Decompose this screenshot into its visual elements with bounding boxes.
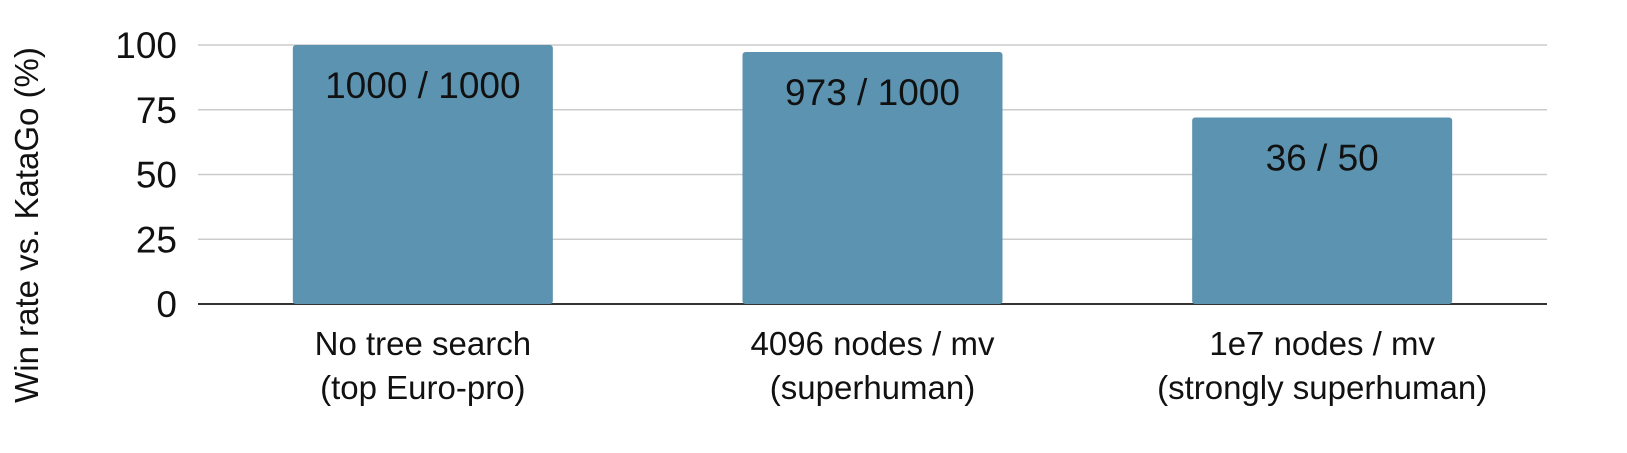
x-tick-label: (top Euro-pro) <box>320 369 525 406</box>
y-tick-label: 75 <box>136 90 177 131</box>
bar-data-label: 1000 / 1000 <box>325 65 520 106</box>
bar <box>742 51 1003 305</box>
x-tick-label: 1e7 nodes / mv <box>1209 325 1435 362</box>
y-axis-label: Win rate vs. KataGo (%) <box>8 47 45 403</box>
bar-data-label: 36 / 50 <box>1266 138 1379 179</box>
x-tick-label: No tree search <box>315 325 531 362</box>
x-tick-label: 4096 nodes / mv <box>751 325 995 362</box>
y-tick-label: 100 <box>115 25 177 66</box>
bar <box>292 45 553 304</box>
y-tick-label: 0 <box>156 284 177 325</box>
y-tick-label: 50 <box>136 155 177 196</box>
bar-data-label: 973 / 1000 <box>785 72 960 113</box>
x-tick-labels: No tree search (top Euro-pro) 4096 nodes /… <box>315 325 1488 406</box>
y-tick-label: 25 <box>136 219 177 260</box>
x-tick-label: (superhuman) <box>770 369 975 406</box>
bars: 1000 / 1000 973 / 1000 36 / 50 <box>292 45 1453 305</box>
bar <box>1192 117 1453 305</box>
x-tick-label: (strongly superhuman) <box>1157 369 1487 406</box>
y-tick-labels: 0 25 50 75 100 <box>115 25 177 325</box>
